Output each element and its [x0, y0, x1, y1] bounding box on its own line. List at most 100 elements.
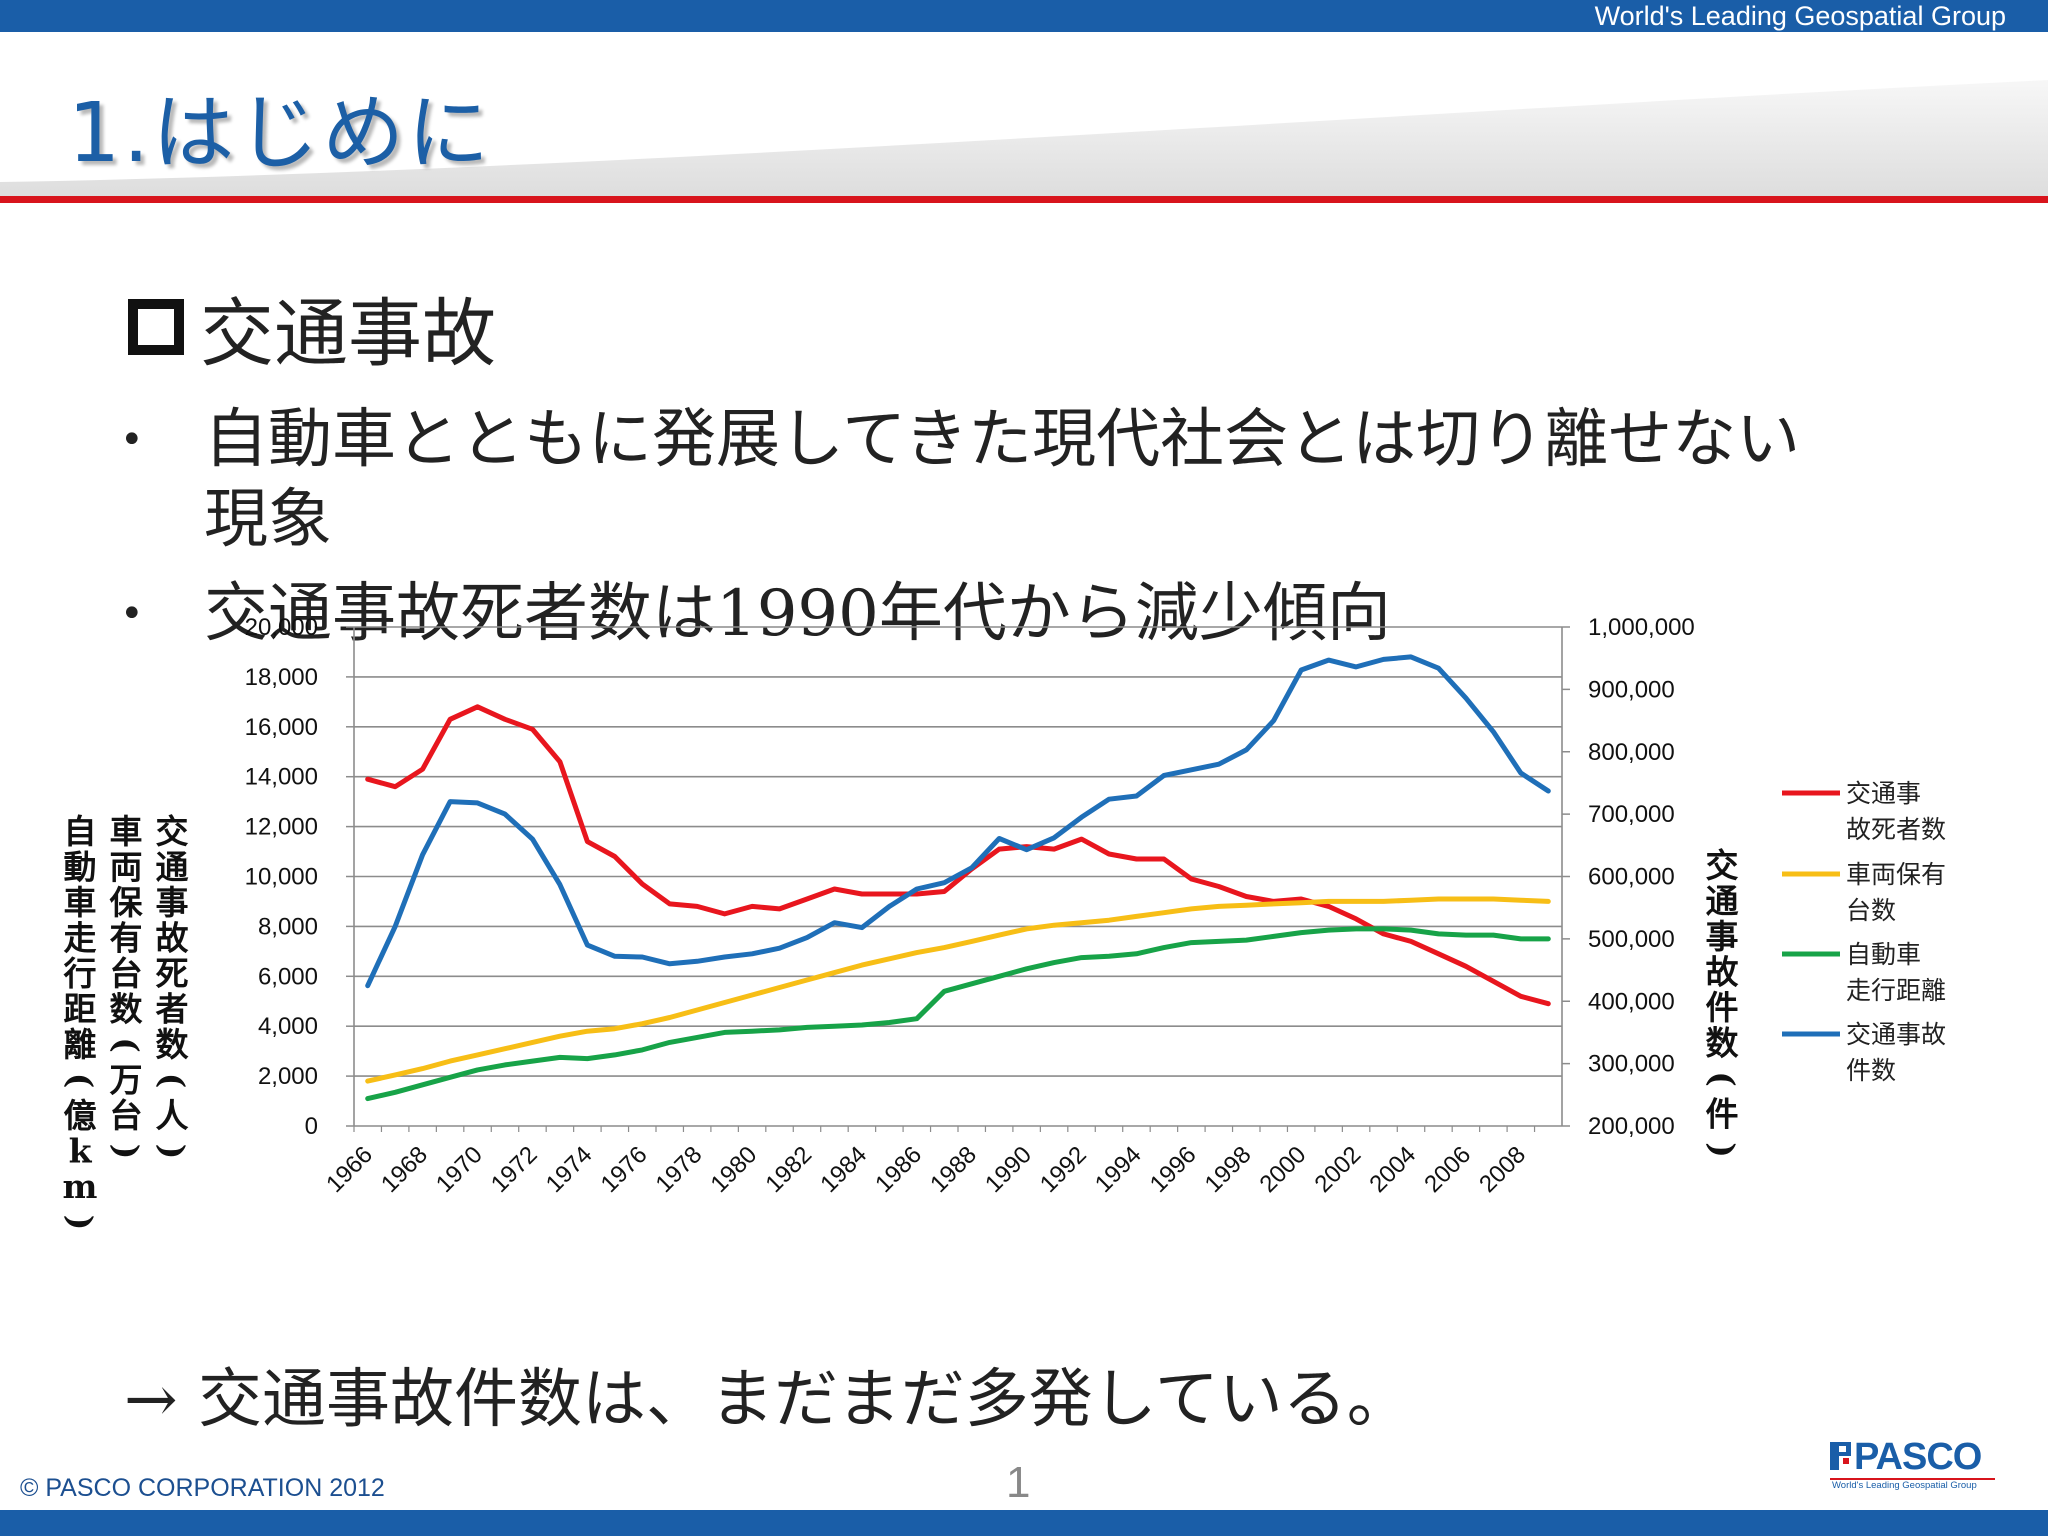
legend-label: 自動車: [1846, 940, 1921, 969]
x-tick-label: 2000: [1255, 1141, 1312, 1198]
axis-title-char: 動: [64, 848, 97, 887]
conclusion-label: → 交通事故件数は、まだまだ多発している。: [124, 1363, 1411, 1437]
axis-title-char: 車: [110, 812, 143, 851]
axis-title-char: 距: [64, 990, 97, 1029]
y-left-tick-label: 2,000: [258, 1063, 318, 1090]
series-line: [365, 896, 1551, 1084]
series-line: [365, 654, 1551, 989]
axis-title-char: 件: [1706, 1095, 1739, 1134]
axis-title-char: (: [107, 1037, 146, 1053]
y-left-tick-label: 20,000: [245, 614, 318, 641]
y-left-axis-title: 交通事故死者数 (人): [153, 812, 192, 1159]
section-heading: 交通事故: [128, 282, 496, 377]
series-line: [365, 704, 1551, 1007]
y-left-tick-label: 6,000: [258, 963, 318, 990]
y-right-axis-title: 交通事故件数 (件): [1703, 846, 1742, 1158]
legend-label: 走行距離: [1846, 976, 1946, 1005]
axis-title-char: 交: [156, 812, 189, 851]
pasco-logo: PASCO World's Leading Geospatial Group: [1830, 1436, 1995, 1492]
axis-title-char: ): [153, 1144, 192, 1160]
x-tick-label: 1966: [321, 1141, 378, 1198]
axis-title-char: 故: [1706, 953, 1739, 992]
x-tick-label: 1984: [815, 1141, 872, 1198]
x-tick-label: 1992: [1035, 1141, 1092, 1198]
top-banner: World's Leading Geospatial Group: [0, 0, 2048, 32]
axis-title-char: 交: [1706, 846, 1739, 885]
header-tagline: World's Leading Geospatial Group: [1594, 1, 2006, 31]
bullet-text-continuation: 現象: [204, 483, 332, 557]
traffic-accident-chart: 0 2,000 4,000 6,000 8,000 10,000 12,000 14,000 1…: [61, 614, 1946, 1230]
y-left-tick-label: 16,000: [245, 714, 318, 741]
x-tick-label: 1982: [760, 1141, 817, 1198]
axis-title-char: 者: [156, 990, 189, 1029]
x-tick-label: 1968: [376, 1141, 433, 1198]
axis-title-char: 事: [156, 883, 189, 922]
y-left-tick-label: 8,000: [258, 913, 318, 940]
axis-title-char: 台: [110, 954, 143, 993]
chart-series: [365, 654, 1551, 1102]
x-tick-label: 1986: [870, 1141, 927, 1198]
chart-gridlines: [354, 626, 1562, 1077]
bullet-text: 交通事故死者数は1990年代から減少傾向: [204, 577, 1391, 651]
logo-wordmark: PASCO: [1854, 1436, 1982, 1478]
x-tick-label: 1976: [596, 1141, 653, 1198]
header-swoosh: [0, 80, 2048, 202]
legend-label: 台数: [1846, 896, 1896, 925]
legend-label: 故死者数: [1846, 815, 1946, 844]
axis-title-char: 億: [64, 1096, 97, 1135]
x-tick-label: 2008: [1474, 1141, 1531, 1198]
y-left-tick-label: 4,000: [258, 1013, 318, 1040]
axis-title-char: 通: [1706, 882, 1739, 921]
y-right-tick-label: 200,000: [1588, 1113, 1675, 1140]
axis-title-char: 数: [1706, 1024, 1740, 1063]
y-right-tick-label: 600,000: [1588, 864, 1675, 891]
axis-title-char: 有: [110, 919, 143, 958]
logo-tagline: World's Leading Geospatial Group: [1832, 1480, 1977, 1491]
page-title: 1.はじめに: [68, 86, 493, 181]
axis-title-char: 車: [64, 883, 97, 922]
x-tick-label: 2006: [1419, 1141, 1476, 1198]
chart-axis-titles: 交通事故死者数(人)車両保有台数(万台)自動車走行距離(億km)交通事故件数(件…: [61, 812, 1742, 1230]
x-tick-label: 1972: [486, 1141, 543, 1198]
legend-label: 交通事: [1846, 779, 1921, 808]
axis-title-char: ): [107, 1144, 146, 1160]
y-left-tick-label: 12,000: [245, 814, 318, 841]
section-heading-text: 交通事故: [200, 290, 496, 377]
axis-title-char: 走: [64, 919, 97, 958]
chart-axes: 0 2,000 4,000 6,000 8,000 10,000 12,000 14,000 1…: [245, 614, 1695, 1198]
axis-title-char: 台: [110, 1096, 143, 1135]
y-left-tick-label: 18,000: [245, 664, 318, 691]
series-line: [365, 926, 1551, 1102]
axis-title-char: k: [69, 1132, 93, 1171]
x-tick-label: 2004: [1364, 1141, 1421, 1198]
axis-title-char: 両: [110, 848, 143, 887]
bullet-dot-icon: •: [120, 591, 144, 637]
axis-title-char: 自: [64, 812, 97, 851]
axis-title-char: 万: [110, 1061, 143, 1100]
legend-label: 件数: [1846, 1056, 1896, 1085]
y-left-tick-label: 0: [305, 1113, 318, 1140]
x-tick-label: 1974: [541, 1141, 598, 1198]
axis-title-char: 人: [156, 1096, 189, 1135]
x-tick-label: 1990: [980, 1141, 1037, 1198]
y-right-tick-label: 700,000: [1588, 801, 1675, 828]
x-tick-label: 1988: [925, 1141, 982, 1198]
y-right-tick-label: 800,000: [1588, 739, 1675, 766]
conclusion-text: → 交通事故件数は、まだまだ多発している。: [124, 1358, 1411, 1442]
bullet-dot-icon: •: [120, 417, 144, 463]
pasco-logo-icon: [1830, 1442, 1851, 1470]
axis-title-char: 死: [156, 954, 189, 993]
logo-rule: [1830, 1478, 1995, 1480]
axis-title-char: 事: [1706, 917, 1739, 956]
axis-title-char: 通: [156, 848, 189, 887]
x-tick-label: 1980: [705, 1141, 762, 1198]
axis-title-char: 数: [156, 1025, 190, 1064]
axis-title-char: m: [63, 1167, 98, 1206]
x-tick-label: 1996: [1145, 1141, 1202, 1198]
bottom-banner: [0, 1510, 2048, 1536]
axis-title-char: 件: [1706, 988, 1739, 1027]
axis-title-char: 数: [110, 990, 144, 1029]
